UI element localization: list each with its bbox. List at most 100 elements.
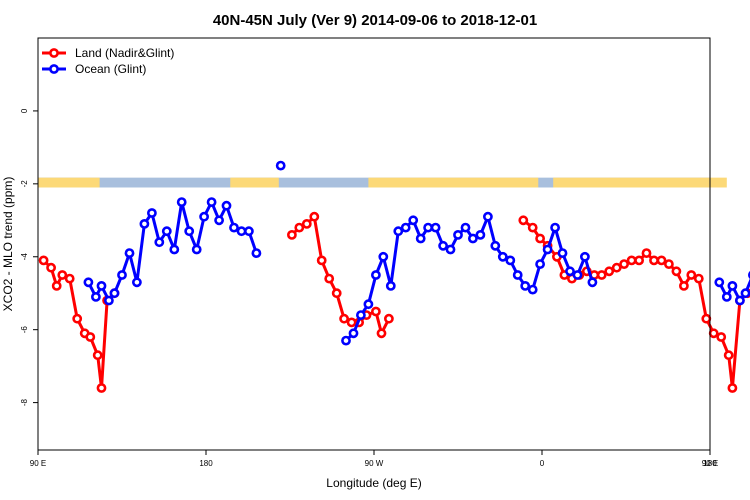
data-point — [117, 270, 127, 280]
y-axis: 0 -2 -4 -6 -8 — [20, 108, 38, 406]
data-point — [735, 295, 745, 306]
data-point — [596, 270, 607, 280]
data-point — [542, 244, 553, 255]
data-point — [124, 248, 135, 258]
data-point — [505, 255, 516, 266]
x-tick-label: 180 — [703, 459, 717, 468]
data-point — [611, 262, 622, 273]
data-point — [716, 332, 727, 342]
data-point — [385, 280, 396, 291]
data-point — [634, 255, 644, 266]
data-point — [708, 328, 719, 339]
legend-label: Land (Nadir&Glint) — [75, 46, 174, 60]
land-band — [38, 177, 100, 188]
y-tick-label: -2 — [20, 180, 29, 188]
data-point — [46, 262, 56, 273]
data-point — [565, 266, 575, 277]
data-point — [727, 280, 738, 291]
data-point — [294, 222, 305, 233]
data-point — [38, 255, 49, 266]
land-band — [553, 177, 727, 188]
data-point — [346, 317, 357, 328]
data-point — [626, 255, 637, 266]
data-point — [656, 255, 667, 266]
data-point — [57, 270, 68, 280]
data-point — [355, 310, 366, 320]
series-1 — [83, 160, 750, 346]
data-point — [619, 259, 629, 269]
y-tick-label: -6 — [20, 326, 29, 334]
data-point — [740, 288, 750, 299]
data-point — [649, 255, 659, 266]
data-point — [169, 244, 180, 255]
data-point — [376, 328, 387, 339]
data-point — [679, 280, 689, 291]
data-point — [96, 383, 107, 393]
plot-frame — [37, 37, 711, 451]
data-point — [686, 270, 697, 280]
x-tick-label: 180 — [199, 459, 213, 468]
series-line — [344, 215, 594, 342]
data-point — [339, 313, 349, 324]
data-point — [199, 211, 209, 222]
data-point — [191, 244, 202, 255]
data-point — [370, 270, 381, 280]
data-point — [91, 291, 101, 302]
series-line — [522, 219, 749, 390]
data-point — [408, 215, 419, 226]
data-point — [96, 280, 107, 291]
data-point — [109, 288, 120, 299]
data-point — [214, 215, 224, 226]
data-point — [641, 248, 652, 258]
data-point — [453, 229, 463, 240]
data-point — [520, 280, 531, 291]
data-point — [693, 273, 704, 284]
data-point — [714, 277, 725, 288]
chart-title: 40N-45N July (Ver 9) 2014-09-06 to 2018-… — [213, 12, 537, 29]
legend-label: Ocean (Glint) — [75, 62, 146, 76]
data-point — [497, 251, 508, 262]
x-tick-label: 90 E — [702, 459, 718, 468]
data-point — [445, 244, 456, 255]
data-point — [467, 233, 478, 244]
data-point — [721, 291, 732, 302]
series-line — [42, 259, 116, 390]
data-point — [184, 226, 195, 237]
data-point — [243, 226, 254, 237]
data-point — [475, 229, 486, 240]
data-point — [383, 313, 394, 324]
data-point — [393, 226, 404, 237]
data-point — [51, 280, 62, 291]
data-point — [348, 328, 359, 339]
x-axis-label: Longitude (deg E) — [326, 476, 421, 490]
data-point — [438, 240, 448, 251]
x-tick-label: 0 — [540, 459, 545, 468]
data-point — [286, 229, 297, 240]
data-point — [370, 306, 381, 317]
data-point — [316, 255, 327, 266]
data-point — [423, 222, 433, 233]
data-point — [587, 277, 598, 288]
data-point — [85, 332, 96, 342]
series-layer — [38, 160, 750, 393]
data-point — [518, 215, 529, 226]
data-point — [701, 313, 712, 324]
land-band — [230, 177, 279, 188]
data-point — [309, 211, 320, 222]
data-point — [206, 197, 217, 207]
data-point — [221, 200, 232, 211]
data-point — [104, 295, 114, 306]
data-point — [341, 335, 351, 346]
data-point — [301, 218, 312, 229]
data-point — [72, 313, 83, 324]
data-point — [131, 277, 142, 288]
land-ocean-strip — [38, 177, 727, 188]
legend-marker — [49, 48, 59, 58]
land-band — [368, 177, 539, 188]
data-point — [139, 218, 150, 229]
data-point — [275, 160, 286, 171]
data-point — [482, 211, 493, 222]
data-point — [671, 266, 682, 277]
